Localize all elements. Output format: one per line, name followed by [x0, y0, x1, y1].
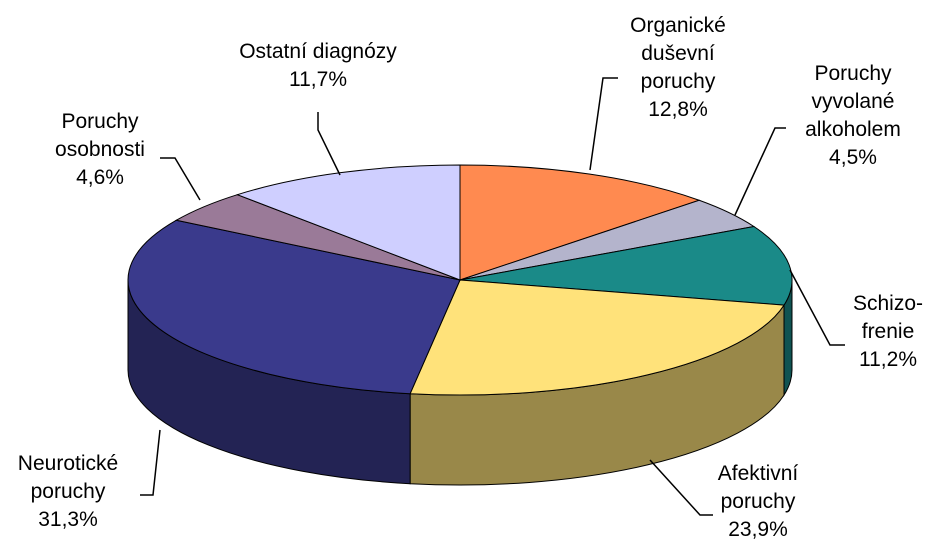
slice-label: Poruchy vyvolané alkoholem 4,5% — [805, 60, 901, 172]
value-label: 12,8% — [648, 98, 708, 121]
slice-label: Schizo- frenie 11,2% — [853, 290, 923, 374]
leader-line — [140, 429, 161, 496]
leader-line — [160, 157, 201, 201]
category-label: Organické duševní poruchy — [630, 14, 726, 93]
value-label: 23,9% — [728, 518, 788, 541]
leader-line — [789, 269, 845, 346]
leader-line — [317, 112, 341, 176]
value-label: 11,7% — [289, 68, 347, 91]
pie-slice — [459, 164, 701, 281]
leader-line — [734, 127, 786, 216]
pie-slice — [235, 164, 461, 281]
slice-label: Afektivní poruchy 23,9% — [718, 460, 799, 544]
category-label: Afektivní poruchy — [717, 462, 799, 513]
category-label: Poruchy vyvolané alkoholem — [805, 62, 901, 141]
slice-label: Organické duševní poruchy 12,8% — [630, 12, 726, 124]
category-label: Poruchy osobnosti — [55, 110, 145, 161]
pie — [127, 164, 793, 486]
value-label: 31,3% — [38, 508, 98, 531]
slice-label: Poruchy osobnosti 4,6% — [55, 108, 145, 192]
value-label: 4,6% — [76, 166, 124, 189]
value-label: 11,2% — [859, 348, 917, 371]
pie-slice — [409, 279, 785, 396]
value-label: 4,5% — [829, 146, 877, 169]
leader-line — [649, 459, 713, 516]
slice-label: Ostatní diagnózy 11,7% — [239, 38, 397, 94]
leader-line — [589, 77, 618, 171]
pie-slice — [127, 219, 461, 395]
category-label: Neurotické poruchy — [17, 452, 119, 503]
category-label: Schizo- frenie — [852, 292, 924, 343]
slice-label: Neurotické poruchy 31,3% — [18, 450, 118, 534]
pie-slice — [459, 225, 793, 306]
category-label: Ostatní diagnózy — [239, 40, 397, 63]
